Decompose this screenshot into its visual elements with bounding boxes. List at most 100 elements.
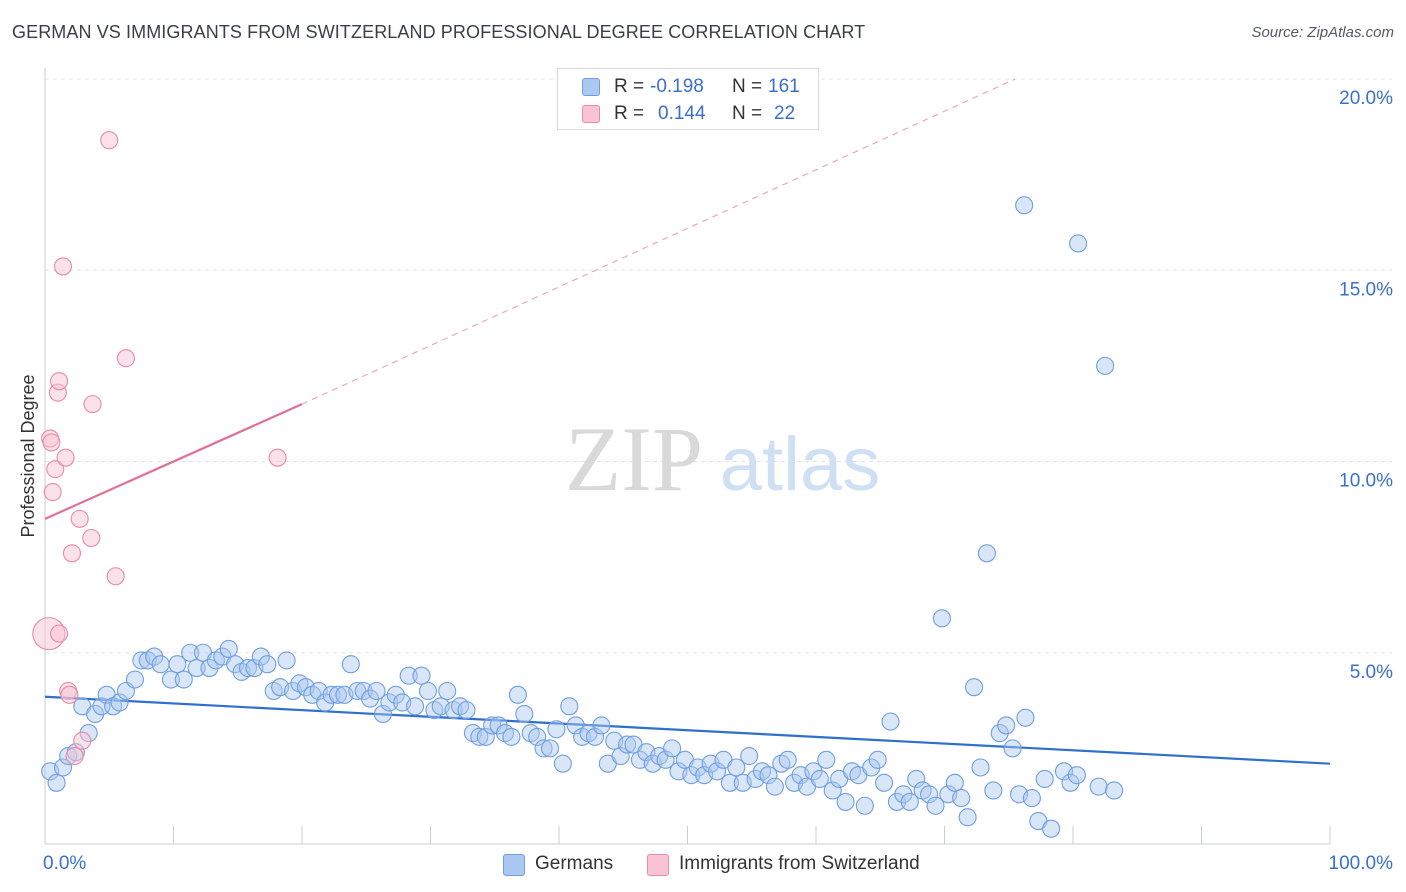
swiss-point [46,460,65,479]
germans-point [997,716,1016,735]
germans-point [836,792,855,811]
germans-point [765,777,784,796]
germans-point [528,727,547,746]
germans-point [1069,234,1088,253]
germans-point [875,773,894,792]
chart-title: GERMAN VS IMMIGRANTS FROM SWITZERLAND PR… [12,22,866,42]
swiss-point [73,731,92,750]
germans-point [470,727,489,746]
germans-point [476,727,495,746]
swiss-point [268,448,287,467]
n-value: 161 [768,76,800,97]
germans-point [373,704,393,724]
tick-labels: 5.0% 10.0% 15.0% 20.0% 0.0% 100.0% [43,88,1393,874]
source-credit: Source: ZipAtlas.com [1251,24,1394,41]
swiss-point [53,257,73,276]
germans-point [1016,708,1035,727]
swiss-point [50,624,69,643]
germans-point [258,655,277,674]
swiss-point [83,395,102,414]
y-axis-label: Professional Degree [18,374,38,537]
germans-point [817,750,836,769]
germans-point [200,658,219,678]
germans-point [553,754,572,773]
germans-point [592,716,611,735]
y-tick-label: 15.0% [1339,279,1393,300]
swiss-trend-extension [301,78,1016,405]
germans-point [361,689,380,708]
germans-point [881,712,900,731]
x-tick-label: 100.0% [1329,853,1394,874]
germans-point [868,750,887,769]
germans-point [515,704,534,724]
data-points [32,131,1124,838]
germans-point [386,685,405,704]
germans-trend-line [44,695,1331,765]
germans-point [1022,789,1041,808]
germans-point [887,792,907,811]
germans-point [399,666,418,685]
germans-point [438,681,457,701]
swiss-point [82,528,101,548]
germans-point [151,655,170,674]
germans-point [457,701,476,720]
germans-point [804,762,823,781]
germans-point [328,685,348,704]
germans-point [547,720,566,739]
germans-point [945,773,964,792]
germans-point [1042,819,1061,838]
germans-point [720,773,739,792]
germans-point [952,789,971,808]
germans-point [354,681,373,701]
germans-point [862,758,881,777]
germans-point [778,750,797,769]
germans-point [965,678,984,697]
axes [44,68,1331,845]
germans-point [341,655,360,674]
germans-point [540,739,560,758]
swiss-point [62,544,82,563]
r-value: 0.144 [658,103,706,124]
germans-point [251,647,270,666]
r-label: R = [614,76,645,97]
germans-point [219,639,238,658]
germans-point [958,808,977,827]
swiss-swatch [582,105,600,123]
germans-point [1096,356,1115,375]
germans-point [502,727,521,746]
germans-point [894,785,913,804]
germans-point [810,769,829,789]
swiss-point [50,372,69,391]
x-tick-label: 0.0% [43,853,86,874]
germans-point [322,685,341,704]
germans-point [855,796,874,815]
germans-point [990,724,1009,743]
germans-point [53,758,73,777]
swiss-point [43,483,62,502]
germans-point [926,796,945,815]
swiss-point [60,685,79,704]
germans-point [1067,766,1086,785]
trend-lines [44,78,1331,765]
germans-point [1061,773,1080,792]
germans-point [823,781,842,800]
swiss-point [106,567,125,586]
swiss-point [70,509,89,528]
swiss-point [116,349,136,368]
watermark: ZIP atlas [565,408,880,510]
germans-point [406,697,425,716]
swiss-point [42,433,61,452]
germans-point [759,766,778,785]
y-tick-label: 5.0% [1350,662,1393,683]
germans-point [1035,769,1054,789]
germans-point [1003,739,1022,758]
germans-point [534,739,553,758]
germans-point [174,670,193,689]
swiss-trend-line [44,403,303,520]
germans-point [727,758,746,777]
germans-point [663,739,682,758]
germans-point [1015,196,1034,215]
germans-point [161,670,180,689]
germans-point [412,666,431,685]
